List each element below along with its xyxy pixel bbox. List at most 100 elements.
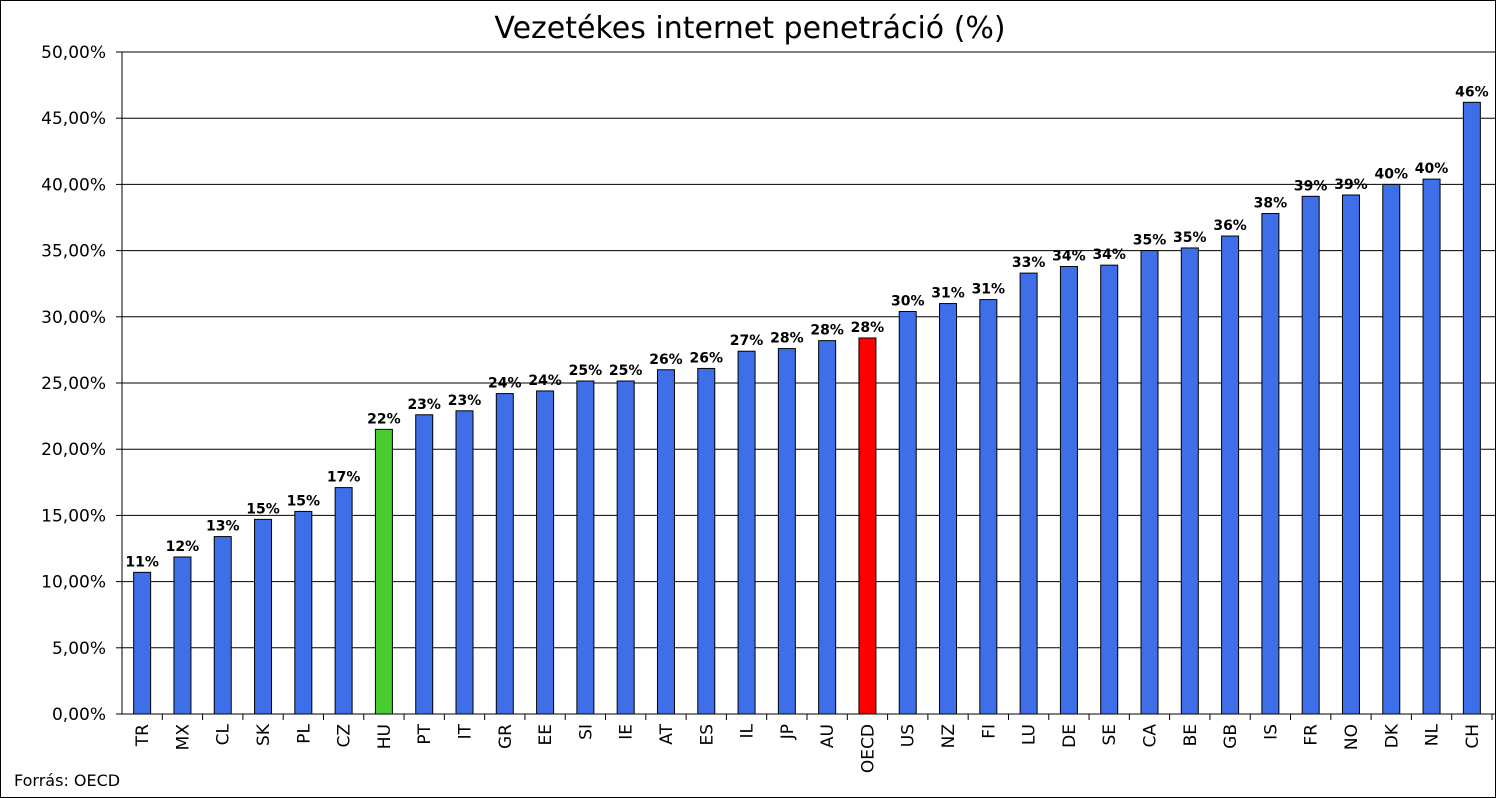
- data-label: 33%: [1012, 255, 1046, 271]
- data-label: 23%: [407, 397, 441, 413]
- bar: [1100, 264, 1119, 715]
- x-tick-label: NZ: [939, 724, 959, 748]
- bar: [495, 393, 514, 715]
- bar: [374, 428, 393, 715]
- bar: [1301, 195, 1320, 715]
- y-tick-label: 10,00%: [41, 573, 106, 593]
- bar: [777, 348, 796, 715]
- bar: [1422, 178, 1441, 715]
- bar: [415, 414, 434, 715]
- x-tick-label: JP: [778, 724, 798, 740]
- data-label: 31%: [931, 286, 965, 302]
- data-label: 28%: [770, 331, 804, 347]
- bar: [1341, 194, 1360, 715]
- x-tick-label: EE: [536, 724, 556, 745]
- x-tick-label: IT: [456, 723, 476, 739]
- x-tick-label: AT: [657, 723, 677, 744]
- bar: [616, 380, 635, 715]
- x-tick-label: GB: [1221, 724, 1241, 749]
- x-tick-label: LU: [1020, 724, 1040, 745]
- bar: [697, 367, 716, 715]
- data-label: 23%: [448, 393, 482, 409]
- bar: [1180, 247, 1199, 715]
- x-tick-label: CZ: [335, 724, 355, 748]
- x-tick-label: SE: [1100, 724, 1120, 746]
- x-tick-label: DE: [1060, 724, 1080, 748]
- bar: [133, 571, 152, 715]
- bar: [979, 299, 998, 715]
- data-label: 22%: [367, 411, 401, 427]
- data-label: 28%: [851, 320, 885, 336]
- bar: [1382, 183, 1401, 715]
- bar: [213, 536, 232, 715]
- x-tick-label: SI: [576, 724, 596, 740]
- data-label: 15%: [246, 501, 280, 517]
- bar: [939, 303, 958, 715]
- bar: [1140, 250, 1159, 715]
- y-tick-label: 40,00%: [41, 175, 106, 195]
- bar: [737, 350, 756, 715]
- x-tick-label: TR: [133, 724, 153, 747]
- x-tick-label: DK: [1382, 723, 1402, 748]
- bar: [536, 390, 555, 715]
- data-label: 13%: [206, 519, 240, 535]
- x-tick-label: NL: [1423, 723, 1443, 746]
- data-label: 30%: [891, 294, 925, 310]
- data-label: 36%: [1213, 218, 1247, 234]
- data-label: 35%: [1133, 233, 1167, 249]
- data-label: 40%: [1415, 161, 1449, 177]
- data-label: 25%: [569, 363, 603, 379]
- y-tick-label: 5,00%: [52, 639, 106, 659]
- bar: [1261, 213, 1280, 715]
- data-label: 34%: [1052, 248, 1086, 264]
- bar: [1019, 272, 1038, 715]
- bar: [173, 556, 192, 715]
- x-tick-label: AU: [818, 724, 838, 748]
- data-label: 38%: [1254, 196, 1288, 212]
- data-label: 25%: [609, 363, 643, 379]
- x-tick-label: US: [899, 724, 919, 747]
- data-label: 24%: [488, 376, 522, 392]
- data-label: 28%: [810, 323, 844, 339]
- x-tick-label: IE: [617, 724, 637, 740]
- x-tick-label: IS: [1261, 724, 1281, 740]
- data-label: 46%: [1455, 84, 1489, 100]
- bar: [818, 340, 837, 715]
- x-tick-label: OECD: [858, 724, 878, 773]
- x-tick-label: NO: [1342, 724, 1362, 750]
- bar: [898, 311, 917, 715]
- x-tick-label: SK: [254, 723, 274, 746]
- data-label: 34%: [1092, 247, 1126, 263]
- y-tick-label: 20,00%: [41, 440, 106, 460]
- y-tick-label: 25,00%: [41, 374, 106, 394]
- x-tick-label: CA: [1141, 724, 1161, 748]
- x-tick-label: PL: [294, 723, 314, 743]
- data-label: 39%: [1334, 177, 1368, 193]
- data-label: 35%: [1173, 230, 1207, 246]
- bar: [254, 518, 273, 715]
- data-label: 11%: [125, 554, 159, 570]
- bar: [1221, 235, 1240, 715]
- y-tick-label: 35,00%: [41, 242, 106, 262]
- data-label: 27%: [730, 333, 764, 349]
- x-tick-label: BE: [1181, 724, 1201, 746]
- y-tick-label: 0,00%: [52, 705, 106, 725]
- bar: [1059, 265, 1078, 715]
- y-tick-label: 15,00%: [41, 506, 106, 526]
- x-tick-label: ES: [697, 724, 717, 746]
- data-label: 26%: [690, 350, 724, 366]
- y-tick-label: 30,00%: [41, 308, 106, 328]
- bar: [576, 380, 595, 715]
- chart-title: Vezetékes internet penetráció (%): [494, 11, 1005, 46]
- bar: [334, 487, 353, 715]
- source-note: Forrás: OECD: [14, 771, 120, 790]
- bar: [1462, 101, 1481, 715]
- data-label: 24%: [528, 373, 562, 389]
- x-tick-label: CL: [214, 723, 234, 745]
- x-tick-label: HU: [375, 724, 395, 749]
- data-label: 39%: [1294, 178, 1328, 194]
- x-tick-label: IL: [738, 723, 758, 738]
- y-tick-label: 50,00%: [41, 43, 106, 63]
- data-label: 12%: [166, 539, 200, 555]
- data-label: 40%: [1375, 166, 1409, 182]
